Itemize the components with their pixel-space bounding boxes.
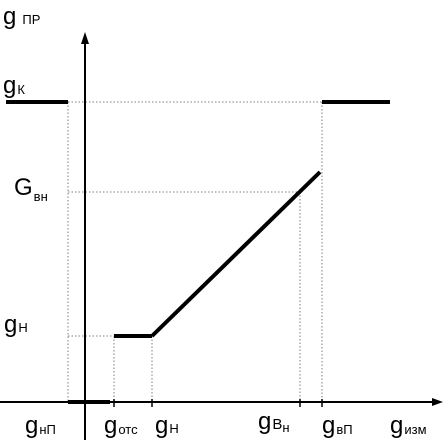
x-ticks bbox=[113, 399, 323, 407]
label-gvn-x: gВн bbox=[258, 408, 290, 435]
y-axis-title: g ПР bbox=[3, 3, 40, 30]
label-gn-x: gН bbox=[155, 412, 179, 439]
label-gvn: Gвн bbox=[14, 174, 48, 204]
label-gots: gотс bbox=[104, 412, 138, 439]
x-axis-arrow bbox=[432, 398, 443, 406]
label-gnp: gнП bbox=[25, 412, 56, 439]
characteristic-curve bbox=[6, 100, 390, 404]
label-gk: gК bbox=[3, 72, 25, 99]
label-gvp: gвП bbox=[322, 412, 353, 439]
x-axis-title: gизм bbox=[390, 412, 427, 439]
guide-lines bbox=[67, 101, 323, 402]
segment-ramp bbox=[150, 170, 322, 338]
label-gn-y: gН bbox=[4, 311, 28, 338]
y-axis-arrow bbox=[81, 32, 89, 44]
axes bbox=[0, 32, 443, 440]
